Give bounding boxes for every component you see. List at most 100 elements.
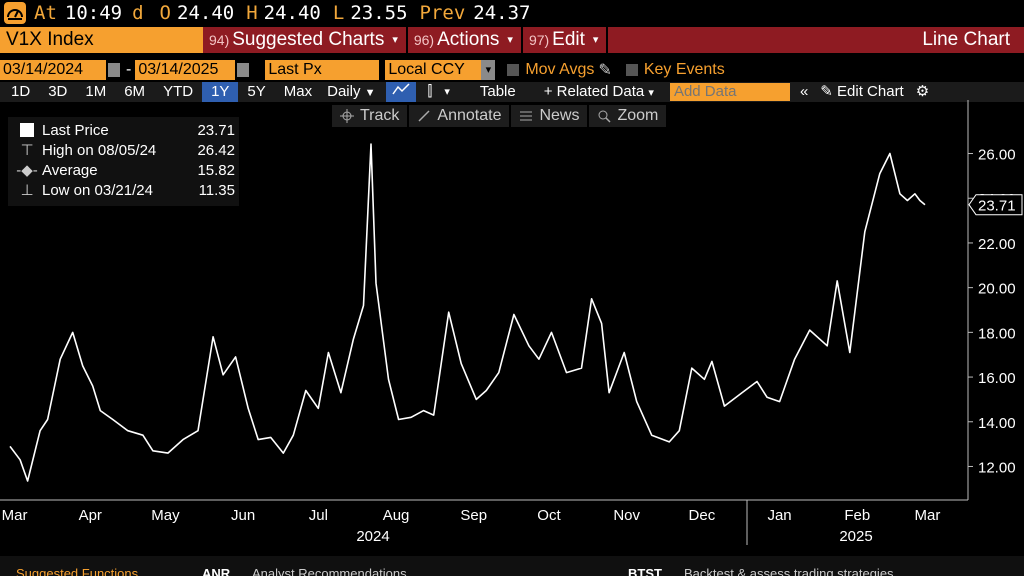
legend-last-label: Last Price	[42, 121, 109, 139]
mov-avgs-checkbox[interactable]	[507, 64, 520, 76]
period-ytd[interactable]: YTD	[163, 83, 194, 100]
bar-chart-icon[interactable]: ⫿	[427, 83, 433, 100]
calendar-icon[interactable]	[237, 63, 250, 77]
calendar-icon[interactable]	[108, 63, 120, 77]
add-data-input[interactable]	[669, 83, 790, 101]
prev-value: 24.37	[473, 2, 531, 24]
average-marker-icon: -◆-	[16, 162, 38, 179]
year-label: 2024	[356, 528, 389, 545]
ticker-input[interactable]: V1X Index	[0, 27, 203, 53]
zoom-button[interactable]: Zoom	[589, 105, 667, 127]
zoom-label: Zoom	[617, 107, 659, 124]
actions-label: Actions	[437, 29, 500, 50]
series-group	[9, 143, 926, 482]
chart-toolbar: Track Annotate News Zoom	[332, 105, 668, 127]
open-value: 24.40	[177, 2, 235, 24]
magnifier-icon	[598, 110, 612, 123]
btst-code[interactable]: BTST	[628, 566, 662, 576]
menu-bar: V1X Index 94) Suggested Charts ▾ 96) Act…	[0, 27, 1024, 53]
annotate-label: Annotate	[437, 107, 502, 124]
low-marker-icon: ⊥	[20, 182, 34, 199]
x-tick-label: Feb	[844, 507, 870, 524]
at-label: At	[34, 2, 57, 24]
table-button[interactable]: Table	[479, 83, 516, 100]
currency-select[interactable]: Local CCY ▾	[385, 60, 496, 80]
suggested-charts-button[interactable]: 94) Suggested Charts ▾	[203, 27, 408, 53]
edit-label: Edit	[552, 29, 585, 50]
period-6m[interactable]: 6M	[124, 83, 146, 100]
btst-description[interactable]: Backtest & assess trading strategies	[684, 566, 894, 576]
field-select[interactable]: Last Px	[265, 60, 380, 80]
last-price-tag-label: 23.71	[978, 198, 1016, 215]
anr-code[interactable]: ANR	[202, 566, 231, 576]
date-separator: -	[126, 61, 132, 78]
pencil-icon[interactable]: ✎	[598, 62, 612, 79]
legend-expand-icon[interactable]	[12, 123, 42, 137]
frequency-select[interactable]: Daily ▼	[321, 82, 381, 102]
legend-low[interactable]: ⊥ Low on 03/21/24 11.35	[8, 180, 239, 200]
low-label: L	[332, 2, 345, 24]
period-1m[interactable]: 1M	[85, 83, 107, 100]
y-tick-label: 14.00	[978, 415, 1016, 432]
plus-icon: +	[543, 83, 557, 100]
suggested-functions-label[interactable]: Suggested Functions	[16, 566, 139, 576]
news-lines-icon	[520, 111, 533, 121]
period-1y[interactable]: 1Y	[202, 82, 239, 102]
x-tick-label: Dec	[689, 507, 716, 524]
chevron-down-icon: ▾	[648, 87, 654, 99]
period-max[interactable]: Max	[283, 83, 313, 100]
actions-button[interactable]: 96) Actions ▾	[408, 27, 523, 53]
key-events-checkbox[interactable]	[625, 64, 638, 76]
annotate-button[interactable]: Annotate	[409, 105, 510, 127]
track-button[interactable]: Track	[332, 105, 408, 127]
price-chart[interactable]: 12.0014.0016.0018.0020.0022.0024.0026.00…	[0, 100, 1024, 556]
open-label: O	[159, 2, 171, 24]
field-row: 03/14/2024 - 03/14/2025 Last Px Local CC…	[0, 59, 1024, 81]
news-label: News	[539, 107, 580, 124]
legend-avg-value: 15.82	[197, 161, 235, 179]
start-date-field[interactable]: 03/14/2024	[0, 60, 106, 80]
frequency-label: Daily	[327, 83, 361, 100]
year-label: 2025	[839, 528, 872, 545]
x-tick-label: Mar	[2, 507, 28, 524]
chevron-down-icon: ▾	[481, 60, 496, 80]
menu-strip: 94) Suggested Charts ▾ 96) Actions ▾ 97)…	[203, 27, 1024, 53]
edit-chart-button[interactable]: ✎ Edit Chart	[814, 82, 909, 102]
legend-high[interactable]: ⊤ High on 08/05/24 26.42	[8, 140, 239, 160]
bottom-bar: Suggested Functions ANR Analyst Recommen…	[0, 556, 1024, 576]
line-chart-icon[interactable]	[385, 82, 416, 102]
terminal-logo-icon	[4, 2, 26, 24]
y-tick-label: 18.00	[978, 325, 1016, 342]
x-tick-label: Jan	[767, 507, 791, 524]
chart-type-label: Line Chart	[922, 29, 1010, 50]
edit-button[interactable]: 97) Edit ▾	[523, 27, 609, 53]
legend-low-label: Low on 03/21/24	[42, 181, 153, 199]
low-value: 23.55	[350, 2, 408, 24]
actions-number: 96)	[413, 32, 435, 48]
news-button[interactable]: News	[511, 105, 588, 127]
legend-avg-label: Average	[42, 161, 98, 179]
anr-description[interactable]: Analyst Recommendations	[252, 566, 407, 576]
collapse-icon[interactable]: «	[799, 83, 809, 100]
legend-average[interactable]: -◆- Average 15.82	[8, 160, 239, 180]
end-date-field[interactable]: 03/14/2025	[135, 60, 236, 80]
quote-bar: At 10:49 d O 24.40 H 24.40 L 23.55 Prev …	[0, 0, 1024, 26]
x-tick-label: Sep	[460, 507, 487, 524]
legend-last-price[interactable]: Last Price 23.71	[8, 120, 239, 140]
edit-chart-label: Edit Chart	[837, 83, 904, 100]
gear-icon[interactable]: ⚙	[915, 83, 930, 100]
chart-legend[interactable]: Last Price 23.71 ⊤ High on 08/05/24 26.4…	[8, 117, 239, 206]
annotate-pen-icon	[418, 110, 430, 122]
period-5y[interactable]: 5Y	[247, 83, 266, 100]
crosshair-icon	[340, 109, 354, 123]
related-data-button[interactable]: + Related Data ▾	[538, 82, 660, 102]
legend-high-label: High on 08/05/24	[42, 141, 157, 159]
chevron-down-icon[interactable]: ▾	[444, 86, 450, 98]
high-label: H	[246, 2, 258, 24]
period-3d[interactable]: 3D	[48, 83, 68, 100]
high-value: 24.40	[263, 2, 321, 24]
period-row: 1D 3D 1M 6M YTD 1Y 5Y Max Daily ▼ ⫿ ▾ Ta…	[0, 82, 1024, 102]
x-tick-label: Aug	[383, 507, 410, 524]
chevron-down-icon: ▾	[507, 34, 513, 46]
period-1d[interactable]: 1D	[11, 83, 31, 100]
